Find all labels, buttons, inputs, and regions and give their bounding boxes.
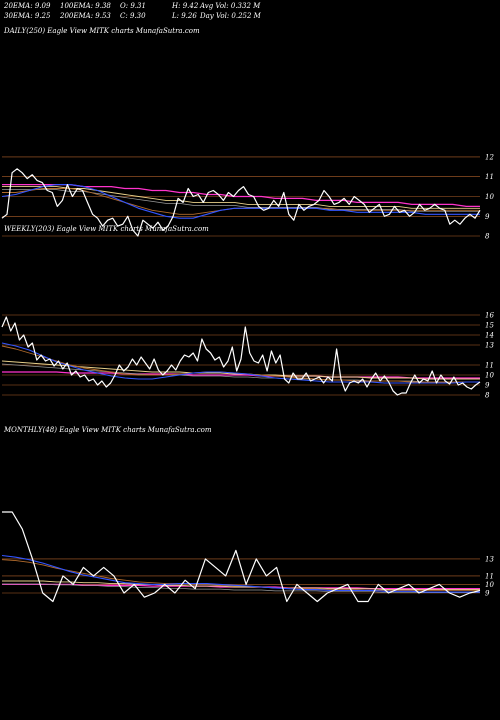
daily-band-line (2, 189, 480, 212)
weekly-100ema-line (1, 360, 480, 380)
weekly-tick-label: 11 (485, 362, 494, 370)
daily-price-line (1, 168, 481, 237)
daily-20ema-line (1, 184, 480, 219)
monthly-100ema-line (2, 580, 480, 591)
monthly-tick-label: 11 (485, 572, 494, 580)
weekly-panel-label: WEEKLY(203) Eagle View MITK charts Munaf… (4, 225, 209, 233)
ema30-readout: 30EMA: 9.25 (4, 12, 51, 20)
monthly-tick-label: 10 (485, 581, 494, 589)
daily-tick-label: 10 (485, 193, 494, 201)
weekly-tick-label: 13 (485, 342, 494, 350)
daily-tick-label: 11 (485, 173, 494, 181)
ema20-readout: 20EMA: 9.09 (4, 2, 51, 10)
weekly-chart: 16 15 14 13 11 10 9 8 (1, 312, 494, 400)
weekly-tick-label: 8 (485, 392, 490, 400)
daily-tick-label: 8 (485, 233, 490, 241)
daily-chart: 12 11 10 9 8 (1, 153, 494, 241)
weekly-30ema-line (1, 345, 480, 383)
close-readout: C: 9.30 (120, 12, 146, 20)
daily-30ema-line (2, 188, 480, 215)
low-readout: L: 9.26 (172, 12, 197, 20)
high-readout: H: 9.42 (172, 2, 199, 10)
weekly-tick-label: 16 (485, 312, 494, 320)
monthly-tick-label: 13 (485, 555, 494, 563)
weekly-tick-label: 9 (485, 382, 490, 390)
daily-tick-label: 12 (485, 153, 494, 161)
weekly-price-line (1, 316, 481, 396)
monthly-price-line (2, 511, 481, 603)
day-vol-readout: Day Vol: 0.252 M (200, 12, 261, 20)
daily-100ema-line (2, 186, 480, 209)
weekly-20ema-line (1, 342, 480, 384)
open-readout: O: 9.31 (120, 2, 146, 10)
monthly-band-line (2, 583, 480, 593)
weekly-200ema-line (2, 371, 480, 379)
weekly-tick-label: 10 (485, 372, 494, 380)
monthly-20ema-line (1, 554, 480, 593)
daily-tick-label: 9 (485, 213, 490, 221)
avg-vol-readout: Avg Vol: 0.332 M (200, 2, 261, 10)
monthly-panel-label: MONTHLY(48) Eagle View MITK charts Munaf… (4, 426, 212, 434)
monthly-tick-label: 9 (485, 590, 490, 598)
daily-panel-label: DAILY(250) Eagle View MITK charts Munafa… (4, 27, 200, 35)
ema100-readout: 100EMA: 9.38 (60, 2, 111, 10)
ema200-readout: 200EMA: 9.53 (60, 12, 111, 20)
weekly-tick-label: 14 (485, 332, 494, 340)
weekly-tick-label: 15 (485, 322, 494, 330)
